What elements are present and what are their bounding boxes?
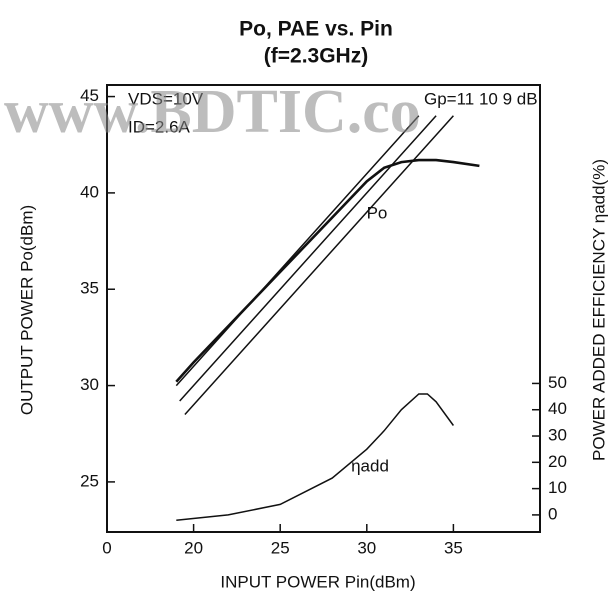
y2-tick-label: 0 bbox=[548, 504, 557, 523]
y-tick-label: 40 bbox=[80, 182, 99, 201]
annotation: ηadd bbox=[351, 456, 389, 475]
annotation: ID=2.6A bbox=[128, 117, 191, 136]
y2-tick-label: 50 bbox=[548, 373, 567, 392]
watermark: www.BDTIC.co bbox=[4, 78, 421, 146]
y2-tick-label: 20 bbox=[548, 452, 567, 471]
y-tick-label: 45 bbox=[80, 86, 99, 105]
series-line bbox=[179, 115, 437, 402]
y-tick-label: 25 bbox=[80, 471, 99, 490]
x-tick-label: 20 bbox=[184, 538, 203, 557]
x-tick-label: 35 bbox=[444, 538, 463, 557]
x-axis-label: INPUT POWER Pin(dBm) bbox=[220, 572, 415, 591]
annotation: Gp=11 10 9 dB bbox=[424, 89, 538, 108]
y-tick-label: 35 bbox=[80, 279, 99, 298]
chart-title: Po, PAE vs. Pin bbox=[239, 18, 393, 41]
x-tick-label: 0 bbox=[102, 538, 111, 557]
series-line bbox=[176, 393, 455, 521]
annotation: Po bbox=[367, 203, 388, 222]
y2-tick-label: 40 bbox=[548, 399, 567, 418]
y-tick-label: 30 bbox=[80, 375, 99, 394]
series-line bbox=[175, 115, 420, 387]
chart-subtitle: (f=2.3GHz) bbox=[264, 45, 368, 68]
y2-tick-label: 10 bbox=[548, 478, 567, 497]
series-line bbox=[175, 158, 480, 383]
x-tick-label: 30 bbox=[357, 538, 376, 557]
y2-tick-label: 30 bbox=[548, 426, 567, 445]
y2-axis-label: POWER ADDED EFFICIENCY ηadd(%) bbox=[589, 159, 608, 461]
series-line bbox=[184, 115, 454, 416]
y-axis-label: OUTPUT POWER Po(dBm) bbox=[17, 205, 36, 415]
annotation: VDS=10V bbox=[128, 89, 204, 108]
plot-frame bbox=[106, 84, 541, 533]
x-tick-label: 25 bbox=[271, 538, 290, 557]
